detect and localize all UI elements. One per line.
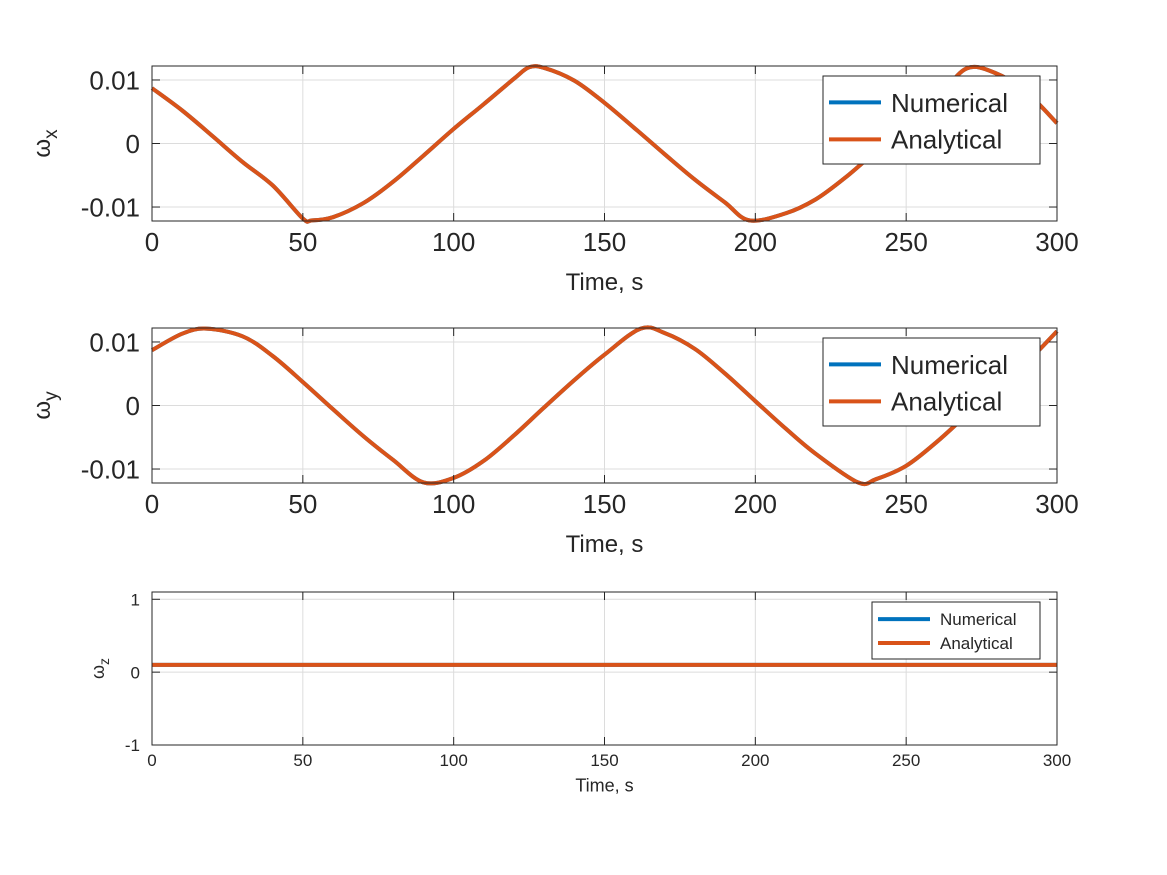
x-tick-label: 250 xyxy=(884,489,927,519)
subplot-3: 0 50 100 150 200 250 300 -1 0 1 Time, s ωz Numerical… xyxy=(88,590,1071,795)
legend-box xyxy=(822,75,1041,165)
x-tick-label: 250 xyxy=(884,227,927,257)
legend: Numerical Analytical xyxy=(871,601,1041,660)
y-tick-label: 0 xyxy=(126,129,140,159)
x-tick-label: 200 xyxy=(734,227,777,257)
x-tick-label: 300 xyxy=(1035,489,1078,519)
y-axis-label: ωx xyxy=(29,129,62,158)
x-tick-label: 200 xyxy=(734,489,777,519)
legend-label-analytical: Analytical xyxy=(940,634,1013,653)
x-tick-label: 200 xyxy=(741,751,769,770)
x-axis-label: Time, s xyxy=(575,776,633,796)
x-tick-label: 0 xyxy=(147,751,156,770)
y-tick-label: 0 xyxy=(131,663,140,682)
y-tick-label: 0.01 xyxy=(89,65,140,95)
x-tick-label: 50 xyxy=(293,751,312,770)
legend-label-analytical: Analytical xyxy=(891,387,1002,417)
y-axis-label: ωz xyxy=(88,658,112,679)
legend-label-numerical: Numerical xyxy=(891,350,1008,380)
legend: Numerical Analytical xyxy=(822,75,1041,165)
x-tick-label: 150 xyxy=(583,227,626,257)
y-axis-label: ωy xyxy=(29,391,62,420)
x-axis-label: Time, s xyxy=(566,269,644,296)
x-tick-label: 50 xyxy=(288,489,317,519)
x-tick-label: 300 xyxy=(1043,751,1071,770)
series-line-analytical xyxy=(151,325,1059,487)
legend-label-numerical: Numerical xyxy=(891,88,1008,118)
x-tick-label: 0 xyxy=(145,227,159,257)
y-tick-label: -0.01 xyxy=(81,192,140,222)
x-tick-label: 100 xyxy=(432,489,475,519)
x-tick-label: 250 xyxy=(892,751,920,770)
legend-box xyxy=(871,601,1041,660)
x-tick-label: 0 xyxy=(145,489,159,519)
legend: Numerical Analytical xyxy=(822,337,1041,427)
x-tick-label: 100 xyxy=(432,227,475,257)
x-tick-label: 150 xyxy=(583,489,626,519)
y-tick-label: 0.01 xyxy=(89,327,140,357)
x-tick-label: 50 xyxy=(288,227,317,257)
x-tick-label: 300 xyxy=(1035,227,1078,257)
x-tick-label: 150 xyxy=(590,751,618,770)
legend-label-analytical: Analytical xyxy=(891,125,1002,155)
y-tick-label: -0.01 xyxy=(81,454,140,484)
x-axis-label: Time, s xyxy=(566,531,644,558)
legend-box xyxy=(822,337,1041,427)
legend-label-numerical: Numerical xyxy=(940,610,1017,629)
y-tick-label: -1 xyxy=(125,736,140,755)
y-tick-label: 0 xyxy=(126,391,140,421)
y-tick-label: 1 xyxy=(131,590,140,609)
x-tick-label: 100 xyxy=(439,751,467,770)
